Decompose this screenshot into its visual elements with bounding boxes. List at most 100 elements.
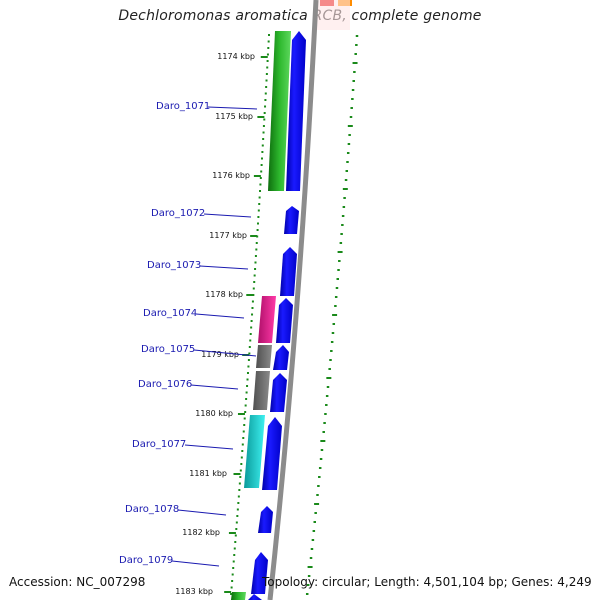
dot bbox=[244, 411, 247, 413]
gene-label-daro-1078[interactable]: Daro_1078 bbox=[125, 504, 179, 515]
gene-label-daro-1079[interactable]: Daro_1079 bbox=[119, 555, 173, 566]
dot bbox=[239, 476, 242, 478]
cds-arrow-1078[interactable] bbox=[258, 506, 273, 533]
kbp-label: 1182 kbp bbox=[182, 528, 220, 537]
dot bbox=[266, 66, 269, 69]
cds-arrow-1075[interactable] bbox=[273, 345, 289, 370]
dot bbox=[237, 502, 240, 504]
dot bbox=[251, 313, 254, 316]
dot bbox=[249, 339, 252, 342]
dot bbox=[256, 235, 259, 238]
dot bbox=[243, 417, 246, 420]
dot bbox=[252, 294, 255, 296]
dot bbox=[246, 372, 249, 374]
dot bbox=[261, 151, 264, 153]
map-title: Dechloromonas aromatica RCB, complete ge… bbox=[118, 8, 482, 24]
kbp-label: 1180 kbp bbox=[195, 409, 233, 418]
leader-line bbox=[190, 384, 239, 390]
gene-label-daro-1071[interactable]: Daro_1071 bbox=[156, 101, 210, 112]
dot bbox=[248, 352, 251, 355]
feature-block-pink bbox=[316, 0, 350, 30]
kbp-label: 1178 kbp bbox=[205, 290, 243, 299]
kbp-label: 1176 kbp bbox=[212, 171, 250, 180]
dot bbox=[263, 118, 266, 121]
cds-arrow-1077[interactable] bbox=[262, 417, 282, 490]
feature-green-block-bottom bbox=[231, 592, 246, 600]
dot bbox=[258, 196, 261, 199]
dot bbox=[233, 554, 236, 556]
dot bbox=[233, 547, 236, 550]
cds-arrow-1073[interactable] bbox=[280, 247, 297, 296]
dot bbox=[264, 105, 267, 108]
kbp-label: 1177 kbp bbox=[209, 231, 247, 240]
dot bbox=[254, 268, 257, 270]
dot bbox=[265, 73, 268, 75]
dot bbox=[232, 560, 235, 563]
inner-dotted-track bbox=[230, 34, 270, 595]
cds-arrow-1079[interactable] bbox=[251, 552, 268, 594]
dot bbox=[259, 190, 262, 192]
genome-backbone bbox=[267, 0, 319, 600]
leader-line bbox=[203, 213, 252, 218]
gene-label-daro-1074[interactable]: Daro_1074 bbox=[143, 308, 197, 319]
feature-green-block bbox=[268, 31, 291, 191]
cds-arrow-1076[interactable] bbox=[270, 373, 287, 412]
dot bbox=[268, 34, 270, 36]
dot bbox=[259, 183, 262, 186]
dot bbox=[261, 144, 264, 147]
dot bbox=[259, 177, 262, 179]
dot bbox=[239, 469, 242, 472]
dot bbox=[249, 333, 252, 335]
cds-arrow-1071[interactable] bbox=[286, 31, 306, 191]
leader-line bbox=[207, 106, 258, 110]
dot bbox=[255, 248, 258, 251]
dot bbox=[246, 385, 249, 387]
kbp-label: 1181 kbp bbox=[189, 469, 227, 478]
cds-arrow-bottom[interactable] bbox=[248, 594, 262, 600]
gene-label-daro-1076[interactable]: Daro_1076 bbox=[138, 379, 192, 390]
leader-line bbox=[199, 265, 249, 270]
dot bbox=[251, 300, 254, 303]
dot bbox=[234, 541, 237, 543]
leader-line bbox=[195, 313, 245, 319]
dot bbox=[248, 346, 251, 348]
dot bbox=[240, 456, 243, 459]
kbp-label: 1183 kbp bbox=[175, 587, 213, 596]
dot bbox=[267, 47, 270, 49]
leader-line bbox=[193, 349, 257, 357]
dot bbox=[231, 580, 234, 582]
dot bbox=[250, 320, 253, 322]
leader-line bbox=[171, 560, 220, 567]
cds-arrow-1072[interactable] bbox=[284, 206, 299, 234]
dot bbox=[241, 450, 244, 452]
dot bbox=[245, 391, 248, 394]
dot bbox=[267, 40, 270, 43]
dot bbox=[256, 222, 259, 225]
dot bbox=[247, 359, 250, 361]
dot bbox=[254, 255, 257, 257]
feature-gray-block-2 bbox=[253, 371, 270, 410]
gene-label-daro-1075[interactable]: Daro_1075 bbox=[141, 344, 195, 355]
dot bbox=[260, 157, 263, 160]
gene-label-daro-1072[interactable]: Daro_1072 bbox=[151, 208, 205, 219]
dot bbox=[236, 508, 239, 511]
dot bbox=[260, 164, 263, 166]
dot bbox=[257, 209, 260, 212]
feature-gray-block-1 bbox=[256, 345, 272, 368]
dot bbox=[230, 586, 233, 589]
dot bbox=[235, 521, 238, 524]
cds-arrow-1074[interactable] bbox=[276, 298, 293, 343]
dot bbox=[247, 365, 250, 368]
feature-cyan-block bbox=[244, 415, 265, 488]
gene-label-daro-1077[interactable]: Daro_1077 bbox=[132, 439, 186, 450]
outer-gc-track bbox=[224, 35, 359, 595]
feature-magenta-block bbox=[258, 296, 276, 343]
dot bbox=[246, 378, 249, 381]
gene-label-daro-1073[interactable]: Daro_1073 bbox=[147, 260, 201, 271]
dot bbox=[256, 229, 259, 231]
dot bbox=[262, 138, 265, 140]
dot bbox=[266, 53, 269, 56]
dot bbox=[265, 86, 268, 88]
dot bbox=[258, 203, 261, 205]
